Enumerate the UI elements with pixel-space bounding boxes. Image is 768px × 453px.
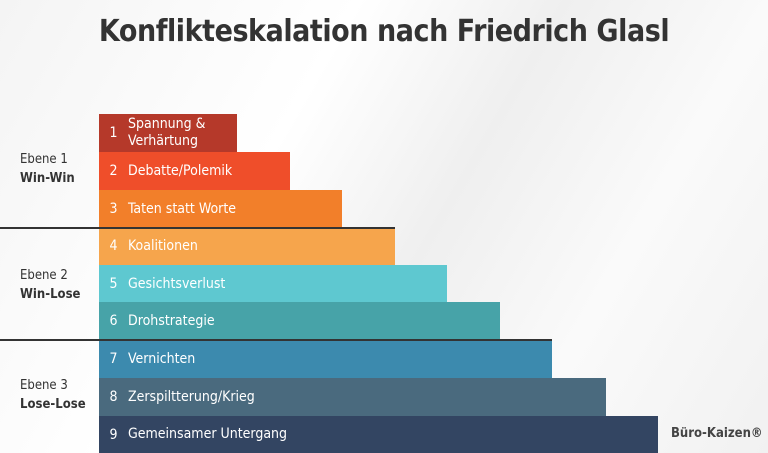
stage-number: 7 [109, 351, 118, 367]
level-type: Lose-Lose [20, 397, 86, 412]
stage-number: 5 [109, 276, 118, 292]
stage-bar-3: 3 Taten statt Worte [99, 190, 342, 228]
page-title: Konflikteskalation nach Friedrich Glasl [98, 14, 670, 49]
stage-label: Gemeinsamer Untergang [128, 426, 288, 442]
stage-label: Vernichten [128, 350, 196, 367]
stage-bar-5: 5 Gesichtsverlust [99, 265, 447, 303]
stage-label: Zerspiltterung/Krieg [128, 388, 255, 405]
brand-logo: Büro-Kaizen® [671, 426, 763, 441]
stage-label: Drohstrategie [128, 312, 215, 329]
stage-bar-2: 2 Debatte/Polemik [99, 152, 290, 190]
level-divider [0, 227, 395, 229]
stage-bar-1: 1 Spannung & Verhärtung [99, 114, 237, 152]
stage-number: 6 [109, 313, 118, 329]
stage-number: 8 [109, 389, 118, 405]
stage-number: 1 [109, 125, 118, 141]
level-name: Ebene 1 [20, 152, 68, 167]
level-1-label: Ebene 1 Win-Win [20, 150, 75, 188]
stage-number: 2 [109, 163, 118, 179]
stage-label: Koalitionen [128, 237, 198, 254]
level-2-label: Ebene 2 Win-Lose [20, 266, 80, 304]
stage-number: 4 [109, 238, 118, 254]
stage-bar-7: 7 Vernichten [99, 340, 552, 378]
stage-label: Spannung & Verhärtung [128, 116, 206, 149]
level-name: Ebene 3 [20, 378, 68, 393]
level-3-label: Ebene 3 Lose-Lose [20, 376, 86, 414]
stage-bar-4: 4 Koalitionen [99, 227, 395, 265]
stage-bar-9: 9 Gemeinsamer Untergang [99, 416, 658, 453]
stage-label: Taten statt Worte [128, 200, 237, 217]
stage-bar-8: 8 Zerspiltterung/Krieg [99, 378, 606, 416]
level-name: Ebene 2 [20, 268, 68, 283]
stage-number: 9 [109, 426, 118, 443]
stage-bar-6: 6 Drohstrategie [99, 302, 500, 340]
level-type: Win-Win [20, 171, 75, 186]
level-divider [0, 339, 552, 341]
stage-label: Gesichtsverlust [128, 275, 226, 292]
stage-label: Debatte/Polemik [128, 162, 233, 179]
level-type: Win-Lose [20, 287, 81, 302]
stage-number: 3 [109, 201, 118, 217]
